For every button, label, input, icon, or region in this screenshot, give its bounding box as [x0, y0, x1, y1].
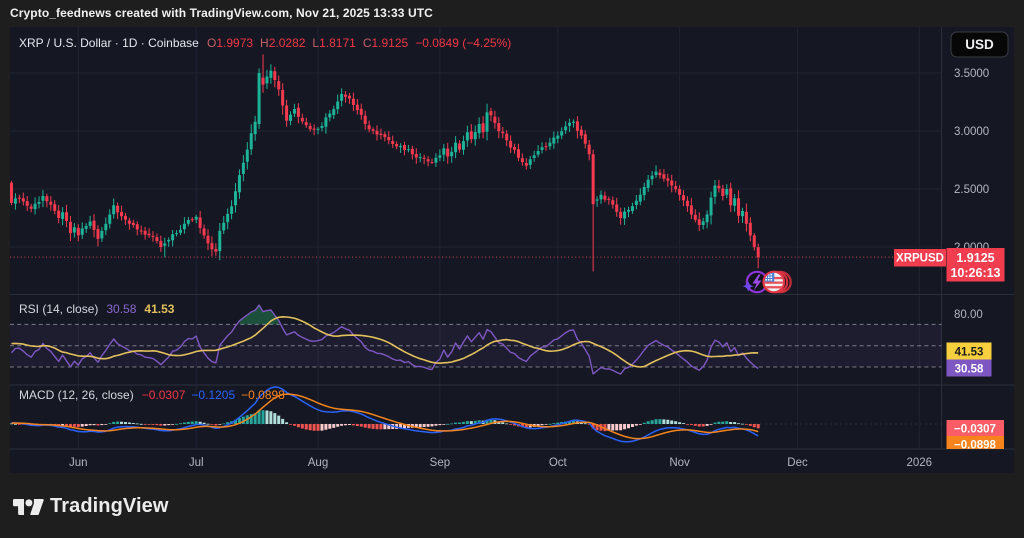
svg-text:1.9125: 1.9125 [956, 251, 994, 265]
svg-text:80.00: 80.00 [954, 309, 983, 321]
svg-text:30.58: 30.58 [955, 364, 984, 376]
svg-text:Jul: Jul [189, 457, 204, 469]
svg-text:−0.0898: −0.0898 [954, 440, 996, 452]
svg-text:Dec: Dec [787, 457, 808, 469]
svg-text:2026: 2026 [907, 457, 933, 469]
svg-text:3.5000: 3.5000 [954, 68, 989, 80]
svg-text:Jun: Jun [69, 457, 88, 469]
svg-text:−0.0307: −0.0307 [954, 424, 996, 436]
svg-text:2.5000: 2.5000 [954, 184, 989, 196]
svg-text:41.53: 41.53 [955, 347, 984, 359]
svg-text:Sep: Sep [430, 457, 450, 469]
svg-text:XRP / U.S. Dollar · 1D · Coinb: XRP / U.S. Dollar · 1D · Coinbase [19, 36, 199, 50]
svg-text:MACD (12, 26, close)−0.0307−0.: MACD (12, 26, close) −0.0307 −0.1205 −0.089… [19, 388, 285, 402]
svg-text:10:26:13: 10:26:13 [950, 266, 1000, 280]
svg-text:XRPUSD: XRPUSD [896, 253, 944, 265]
svg-text:3.0000: 3.0000 [954, 126, 989, 138]
svg-text:USD: USD [965, 37, 994, 52]
svg-text:Aug: Aug [308, 457, 328, 469]
svg-text:Oct: Oct [549, 457, 568, 469]
svg-text:Nov: Nov [669, 457, 690, 469]
